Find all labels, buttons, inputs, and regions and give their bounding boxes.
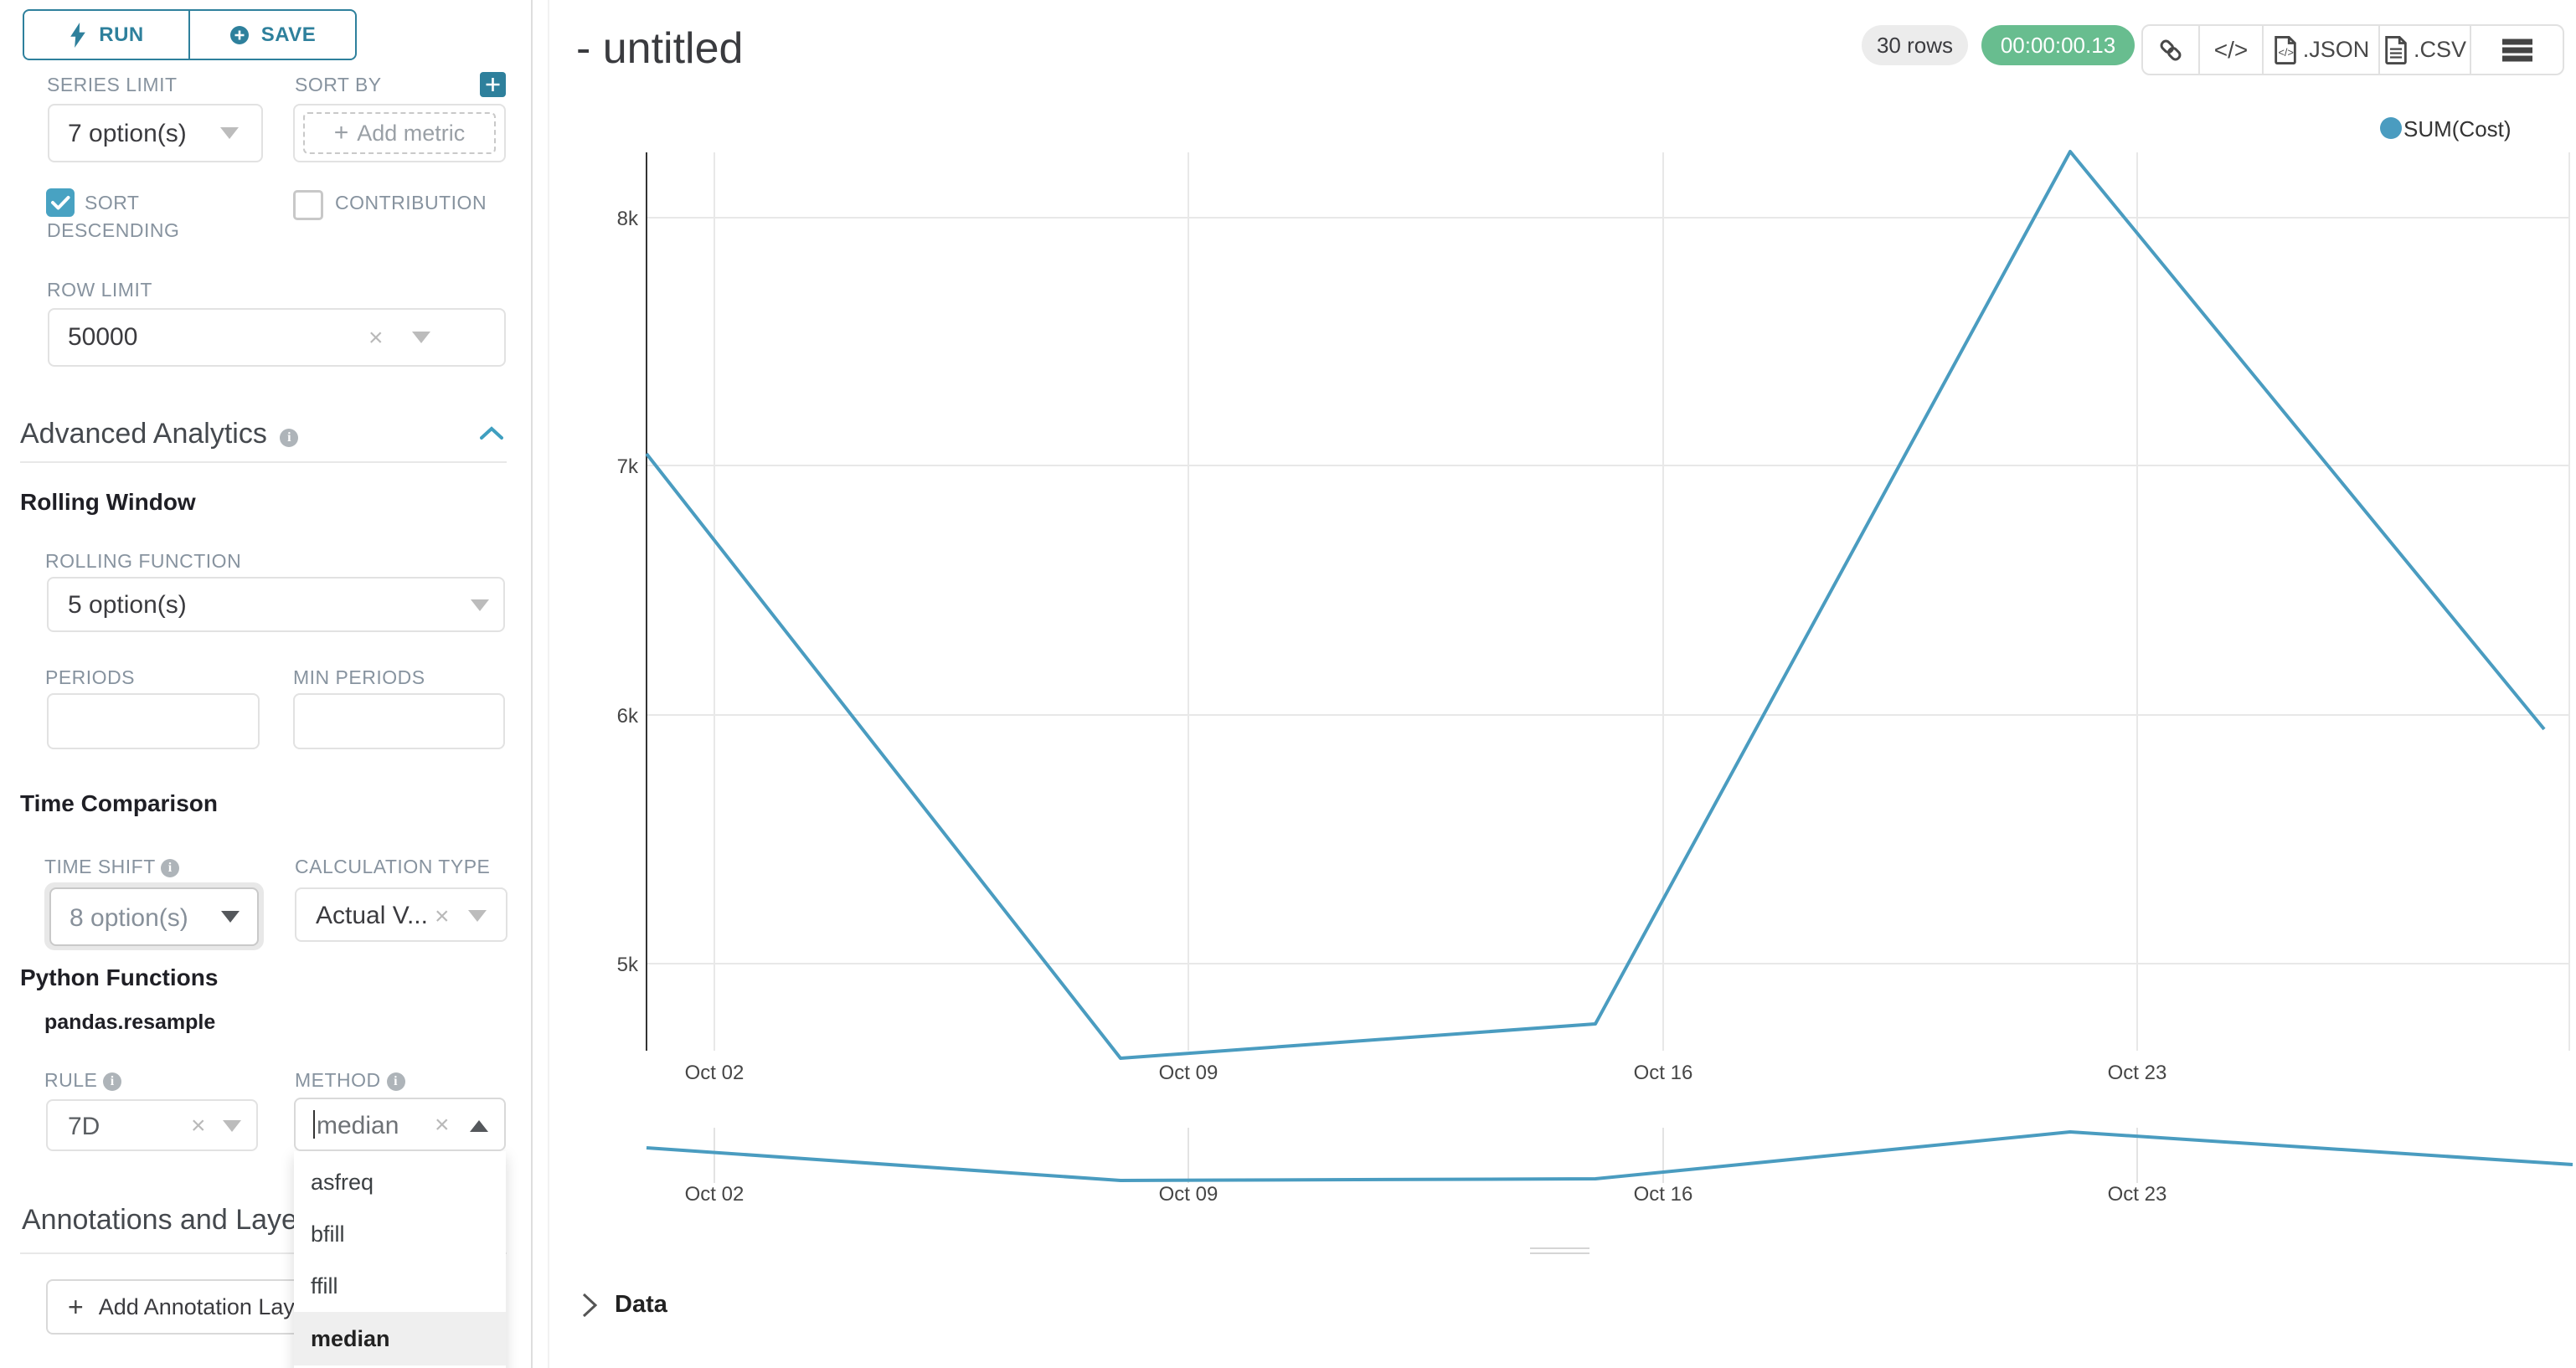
- svg-text:</>: </>: [2278, 46, 2293, 59]
- svg-text:6k: 6k: [617, 705, 639, 728]
- svg-text:Oct 09: Oct 09: [1159, 1062, 1218, 1084]
- svg-text:Oct 23: Oct 23: [2108, 1062, 2167, 1084]
- svg-text:7k: 7k: [617, 455, 639, 478]
- svg-text:5k: 5k: [617, 954, 639, 976]
- svg-text:SUM(Cost): SUM(Cost): [2403, 116, 2512, 141]
- svg-text:Oct 09: Oct 09: [1159, 1183, 1218, 1206]
- svg-text:8k: 8k: [617, 208, 639, 230]
- svg-text:Oct 16: Oct 16: [1634, 1062, 1693, 1084]
- svg-text:Oct 16: Oct 16: [1634, 1183, 1693, 1206]
- svg-text:Data: Data: [615, 1291, 668, 1318]
- svg-text:Oct 02: Oct 02: [685, 1062, 744, 1084]
- svg-text:Oct 23: Oct 23: [2108, 1183, 2167, 1206]
- svg-text:Oct 02: Oct 02: [685, 1183, 744, 1206]
